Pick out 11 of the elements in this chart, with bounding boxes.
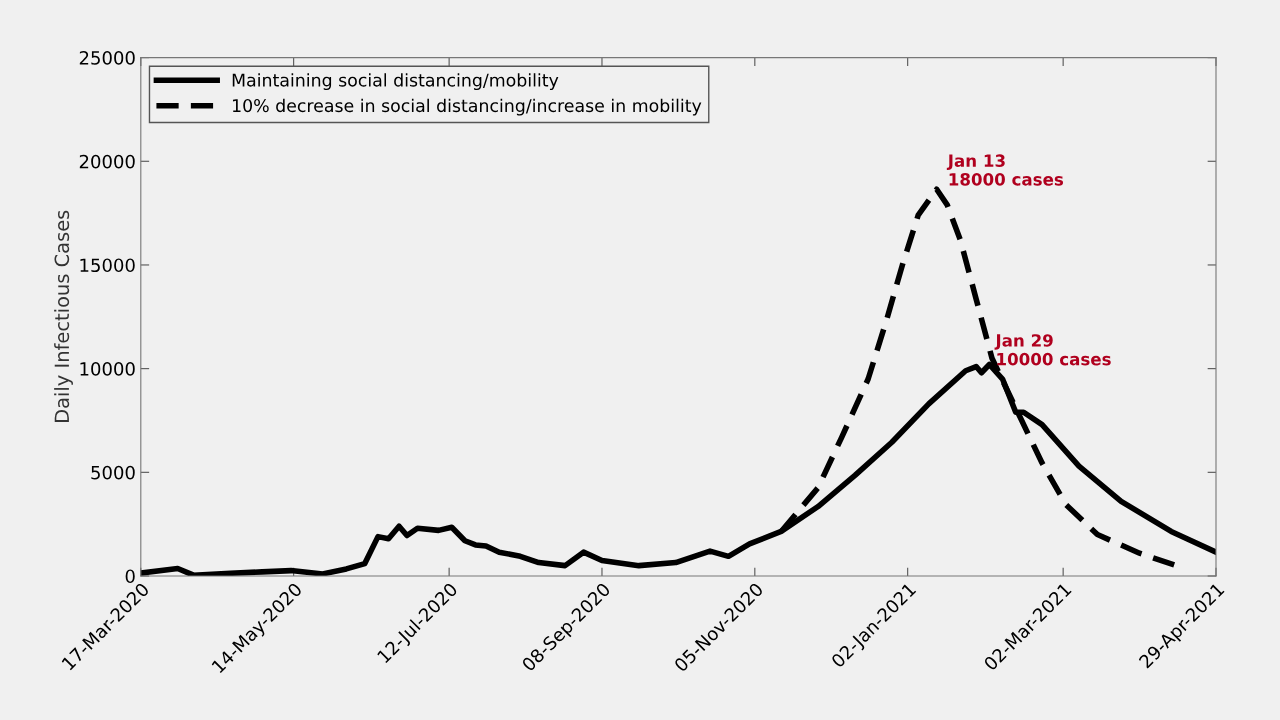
annotation: Jan 29 10000 cases: [994, 334, 1111, 366]
y-axis-title: Daily Infectious Cases: [54, 210, 73, 422]
y-tick-label: 25000: [79, 51, 135, 65]
y-tick-label: 20000: [79, 154, 135, 169]
legend-label: 10% decrease in social distancing/increase in mobility: [232, 98, 702, 116]
y-tick-label: 15000: [80, 258, 135, 273]
y-tick-label: 5000: [91, 465, 135, 480]
legend-label: Maintaining social distancing/mobility: [232, 73, 559, 91]
y-tick-label: 10000: [80, 362, 135, 376]
y-tick-label: 0: [125, 569, 135, 584]
annotation: Jan 13 18000 cases: [946, 154, 1064, 186]
